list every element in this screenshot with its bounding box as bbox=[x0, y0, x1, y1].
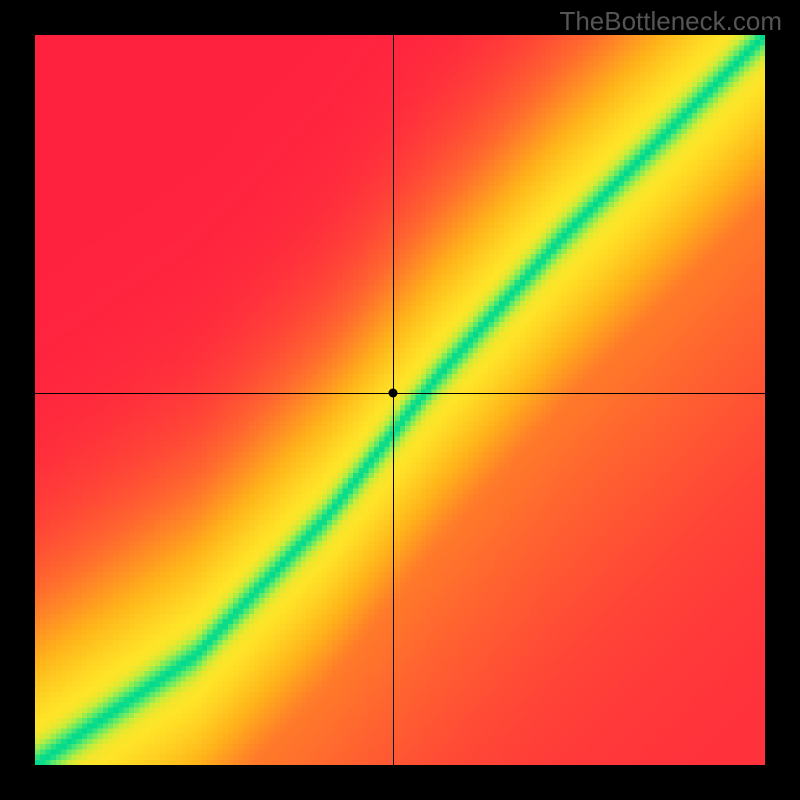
watermark-text: TheBottleneck.com bbox=[559, 6, 782, 37]
crosshair-horizontal bbox=[35, 393, 765, 394]
heatmap-plot bbox=[35, 35, 765, 765]
heatmap-canvas bbox=[35, 35, 765, 765]
crosshair-vertical bbox=[393, 35, 394, 765]
crosshair-marker bbox=[388, 388, 397, 397]
